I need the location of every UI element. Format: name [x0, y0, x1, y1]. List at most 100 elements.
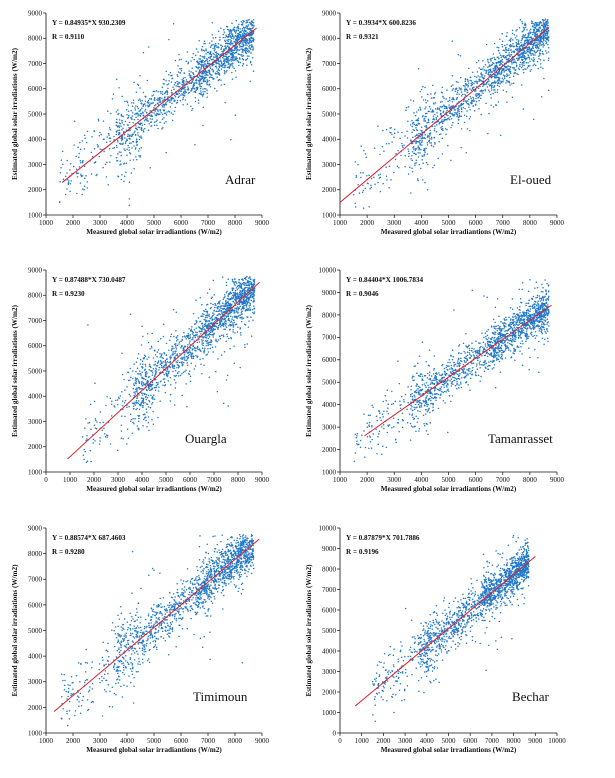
data-point [178, 366, 180, 368]
regression-equation: Y = 0.3934*X 600.8236 [346, 19, 416, 27]
data-point [210, 308, 212, 310]
data-point [171, 90, 173, 92]
data-point [491, 77, 493, 79]
data-point [224, 318, 226, 320]
data-point [360, 177, 362, 179]
data-point [422, 179, 424, 181]
data-point [210, 331, 212, 333]
data-point [109, 141, 111, 143]
data-point [161, 357, 163, 359]
data-point [188, 355, 190, 357]
data-point [157, 417, 159, 419]
data-point [207, 304, 209, 306]
data-point [166, 359, 168, 361]
data-point [205, 76, 207, 78]
data-point [462, 94, 464, 96]
data-point [168, 80, 170, 82]
data-point [158, 114, 160, 116]
data-point [83, 459, 85, 461]
data-point [140, 404, 142, 406]
data-point [523, 72, 525, 74]
data-point [543, 22, 545, 24]
data-point [517, 50, 519, 52]
data-point [237, 304, 239, 306]
data-point [162, 119, 164, 121]
data-point [184, 77, 186, 79]
data-point [250, 29, 252, 31]
x-tick-label: 8000 [523, 219, 538, 227]
data-point [141, 382, 143, 384]
data-point [231, 40, 233, 42]
data-point [228, 63, 230, 65]
data-point [177, 100, 179, 102]
data-point [518, 68, 520, 70]
data-point [524, 56, 526, 58]
data-point [131, 102, 133, 104]
data-point [203, 93, 205, 95]
data-point [524, 27, 526, 29]
data-point [537, 61, 539, 63]
data-point [520, 42, 522, 44]
data-point [236, 307, 238, 309]
data-point [127, 102, 129, 104]
data-point [521, 21, 523, 23]
data-point [219, 74, 221, 76]
data-point [87, 187, 89, 189]
data-point [515, 37, 517, 39]
data-point [197, 336, 199, 338]
data-point [131, 110, 133, 112]
data-point [105, 436, 107, 438]
data-point [153, 99, 155, 101]
data-point [185, 99, 187, 101]
data-point [472, 71, 474, 73]
data-point [127, 134, 129, 136]
data-point [391, 141, 393, 143]
data-point [421, 144, 423, 146]
data-point [442, 130, 444, 132]
data-point [224, 351, 226, 353]
data-point [243, 36, 245, 38]
data-point [534, 51, 536, 53]
data-point [68, 184, 70, 186]
data-point [128, 372, 130, 374]
data-point [136, 400, 138, 402]
data-point [180, 375, 182, 377]
data-point [144, 383, 146, 385]
data-point [379, 177, 381, 179]
data-point [138, 110, 140, 112]
data-point [538, 26, 540, 28]
data-point [226, 334, 228, 336]
data-point [241, 37, 243, 39]
data-point [532, 26, 534, 28]
data-point [135, 389, 137, 391]
data-point [121, 114, 123, 116]
data-point [133, 99, 135, 101]
data-point [121, 430, 123, 432]
data-point [148, 123, 150, 125]
data-point [184, 371, 186, 373]
data-point [459, 88, 461, 90]
data-point [547, 35, 549, 37]
data-point [414, 124, 416, 126]
data-point [429, 106, 431, 108]
data-point [137, 119, 139, 121]
data-point [545, 37, 547, 39]
data-point [521, 63, 523, 65]
data-point [540, 37, 542, 39]
data-point [188, 373, 190, 375]
data-point [120, 395, 122, 397]
data-point [419, 152, 421, 154]
data-point [238, 28, 240, 30]
data-point [508, 80, 510, 82]
data-point [159, 353, 161, 355]
data-point [163, 361, 165, 363]
data-point [212, 71, 214, 73]
data-point [220, 65, 222, 67]
data-point [146, 408, 148, 410]
data-point [224, 67, 226, 69]
data-point [173, 348, 175, 350]
data-point [138, 400, 140, 402]
data-point [194, 323, 196, 325]
data-point [538, 22, 540, 24]
